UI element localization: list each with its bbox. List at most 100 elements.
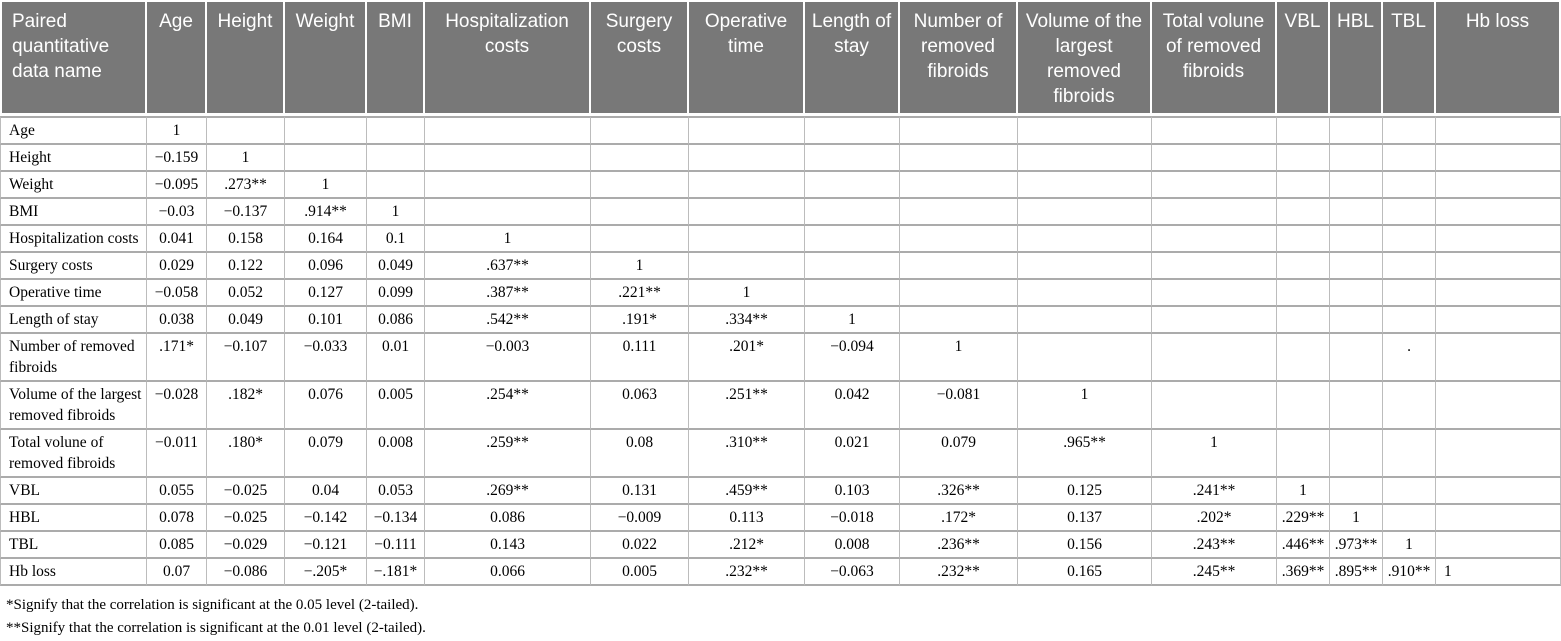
correlation-cell <box>425 145 591 172</box>
correlation-cell: −0.058 <box>147 280 207 307</box>
correlation-cell: 0.055 <box>147 478 207 505</box>
correlation-cell: 0.042 <box>805 382 900 430</box>
correlation-cell: 0.021 <box>805 430 900 478</box>
table-row: Hospitalization costs 0.041 0.158 0.164 0.1 1 <box>0 226 1561 253</box>
correlation-cell <box>1277 199 1330 226</box>
correlation-cell: −.181* <box>367 559 425 586</box>
correlation-cell: 0.052 <box>207 280 285 307</box>
correlation-cell: .202* <box>1152 505 1277 532</box>
correlation-cell: 1 <box>1277 478 1330 505</box>
table-row: Number of removed fibroids .171* −0.107 −0.… <box>0 334 1561 382</box>
correlation-cell: 0.143 <box>425 532 591 559</box>
correlation-cell <box>900 307 1018 334</box>
correlation-cell: 0.063 <box>591 382 689 430</box>
table-row: TBL 0.085 −0.029 −0.121 −0.111 0.143 0.022.212… <box>0 532 1561 559</box>
correlation-cell: .241** <box>1152 478 1277 505</box>
correlation-cell <box>1018 226 1152 253</box>
correlation-cell: 0.022 <box>591 532 689 559</box>
correlation-cell <box>425 199 591 226</box>
header-cell: HBL <box>1330 0 1383 116</box>
correlation-cell <box>805 172 900 199</box>
correlation-cell: 1 <box>591 253 689 280</box>
correlation-cell: 0.049 <box>207 307 285 334</box>
correlation-cell <box>689 172 805 199</box>
correlation-cell: 1 <box>1436 559 1561 586</box>
correlation-cell: 0.038 <box>147 307 207 334</box>
correlation-cell <box>1018 199 1152 226</box>
row-label: BMI <box>0 199 147 226</box>
header-cell: Age <box>147 0 207 116</box>
correlation-cell: 1 <box>689 280 805 307</box>
correlation-cell: .232** <box>900 559 1018 586</box>
header-cell: Length of stay <box>805 0 900 116</box>
table-row: HBL 0.078 −0.025 −0.142 −0.134 0.086 −0.009 0.1… <box>0 505 1561 532</box>
correlation-cell: .243** <box>1152 532 1277 559</box>
correlation-cell <box>1277 226 1330 253</box>
table-row: Surgery costs 0.029 0.122 0.096 0.049.637** 1 <box>0 253 1561 280</box>
correlation-cell: 0.005 <box>367 382 425 430</box>
correlation-cell <box>207 116 285 145</box>
header-cell: Weight <box>285 0 367 116</box>
correlation-cell <box>900 280 1018 307</box>
correlation-cell <box>1152 116 1277 145</box>
correlation-cell: .369** <box>1277 559 1330 586</box>
row-label: Hb loss <box>0 559 147 586</box>
correlation-cell <box>1436 280 1561 307</box>
correlation-cell: .254** <box>425 382 591 430</box>
correlation-cell: −.205* <box>285 559 367 586</box>
correlation-cell: 0.164 <box>285 226 367 253</box>
table-body: Age 1 Height −0.159 1 Weight −0.095.273** 1 BMI −… <box>0 116 1561 586</box>
correlation-cell <box>900 226 1018 253</box>
correlation-cell <box>1383 430 1436 478</box>
header-cell: Height <box>207 0 285 116</box>
correlation-cell: −0.009 <box>591 505 689 532</box>
correlation-cell: −0.134 <box>367 505 425 532</box>
table-row: Operative time −0.058 0.052 0.127 0.099.387*… <box>0 280 1561 307</box>
correlation-cell: −0.03 <box>147 199 207 226</box>
correlation-cell <box>805 226 900 253</box>
correlation-cell <box>1152 172 1277 199</box>
correlation-cell: .334** <box>689 307 805 334</box>
correlation-cell <box>1383 280 1436 307</box>
correlation-cell <box>1277 382 1330 430</box>
row-label: Weight <box>0 172 147 199</box>
table-row: Volume of the largest removed fibroids −0… <box>0 382 1561 430</box>
correlation-cell: −0.107 <box>207 334 285 382</box>
correlation-cell: .172* <box>900 505 1018 532</box>
correlation-cell: 0.085 <box>147 532 207 559</box>
correlation-cell: 0.086 <box>367 307 425 334</box>
correlation-cell <box>367 116 425 145</box>
correlation-cell <box>591 199 689 226</box>
row-label: Operative time <box>0 280 147 307</box>
correlation-cell <box>1018 116 1152 145</box>
correlation-cell <box>1330 199 1383 226</box>
correlation-cell <box>689 145 805 172</box>
correlation-cell <box>1277 172 1330 199</box>
correlation-cell <box>1152 307 1277 334</box>
correlation-cell: 0.131 <box>591 478 689 505</box>
row-label: VBL <box>0 478 147 505</box>
correlation-cell: 0.156 <box>1018 532 1152 559</box>
correlation-cell <box>1436 382 1561 430</box>
correlation-cell: 0.079 <box>285 430 367 478</box>
correlation-cell <box>1383 172 1436 199</box>
correlation-cell <box>805 199 900 226</box>
correlation-cell: 0.049 <box>367 253 425 280</box>
correlation-cell: .310** <box>689 430 805 478</box>
correlation-cell: 0.137 <box>1018 505 1152 532</box>
correlation-cell <box>1383 145 1436 172</box>
correlation-cell <box>1436 116 1561 145</box>
correlation-cell <box>1277 116 1330 145</box>
correlation-cell <box>1152 145 1277 172</box>
row-label: Hospitalization costs <box>0 226 147 253</box>
row-label: Age <box>0 116 147 145</box>
correlation-cell <box>1330 172 1383 199</box>
correlation-cell: 0.099 <box>367 280 425 307</box>
correlation-cell <box>1018 307 1152 334</box>
correlation-cell: .269** <box>425 478 591 505</box>
correlation-cell <box>805 145 900 172</box>
footnote-significance-005: *Signify that the correlation is signifi… <box>6 597 419 613</box>
correlation-cell <box>1152 199 1277 226</box>
correlation-cell: .245** <box>1152 559 1277 586</box>
correlation-table: Paired quantitative data name Age Height We… <box>0 0 1561 586</box>
